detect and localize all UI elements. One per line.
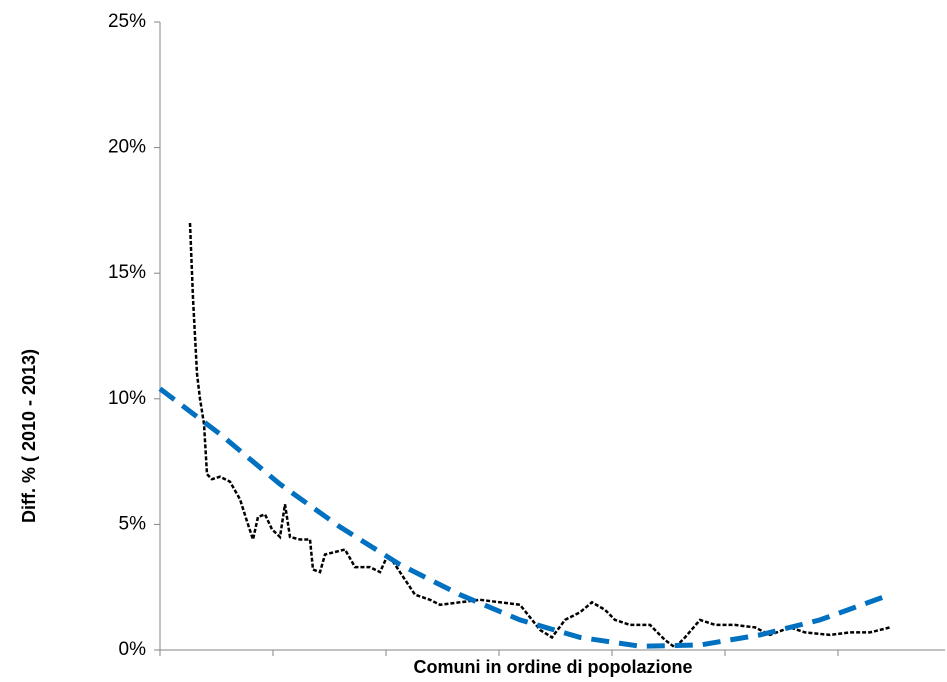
- y-tick-label: 20%: [108, 137, 146, 158]
- y-tick-label: 10%: [108, 388, 146, 409]
- x-axis-label: Comuni in ordine di popolazione: [414, 657, 693, 677]
- y-tick-label: 5%: [119, 513, 147, 534]
- series-line: [188, 222, 891, 650]
- y-tick-label: 15%: [108, 262, 146, 283]
- series-line: [158, 386, 891, 649]
- y-tick-label: 0%: [119, 639, 147, 660]
- y-tick-label: 25%: [108, 11, 146, 32]
- y-axis-label: Diff. % ( 2010 - 2013): [19, 349, 39, 523]
